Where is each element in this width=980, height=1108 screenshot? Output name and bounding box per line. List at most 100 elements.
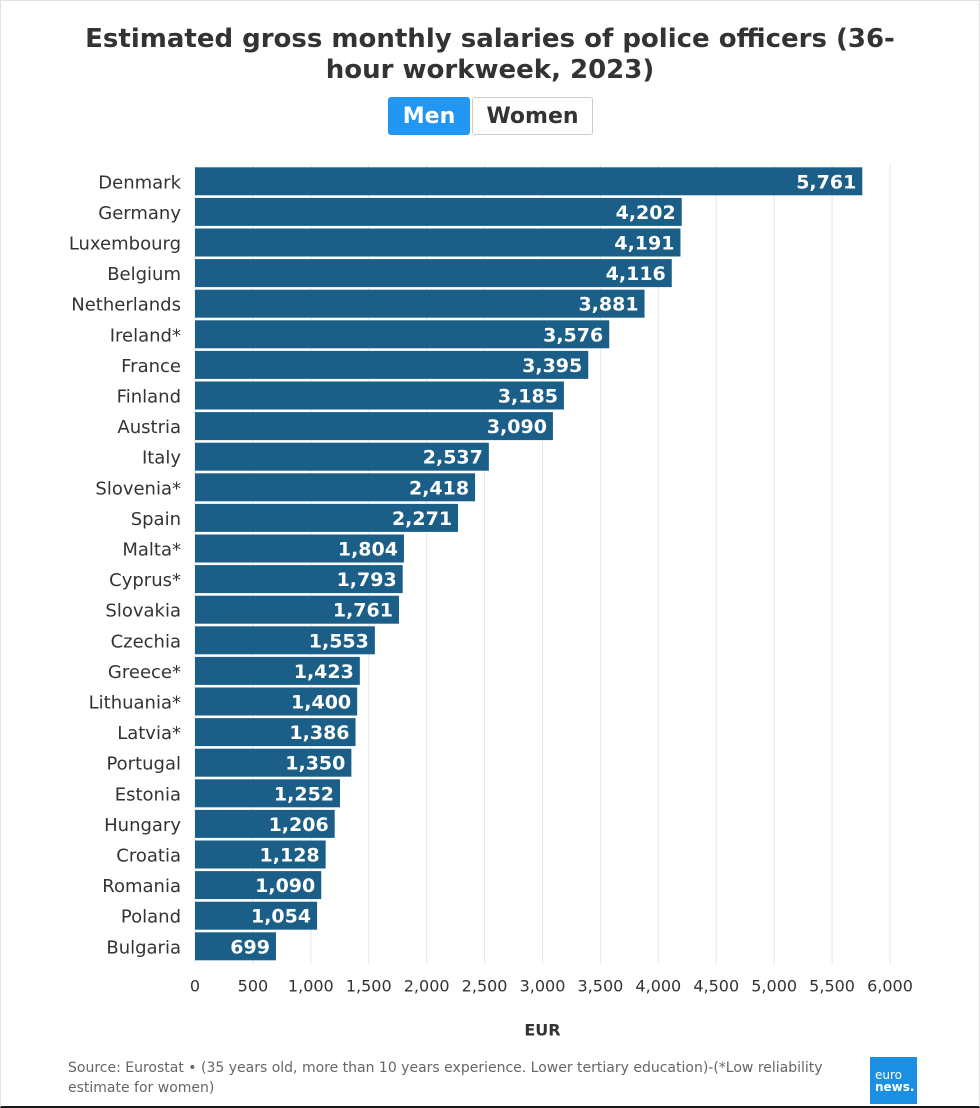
x-tick-label: 5,000 (751, 977, 797, 996)
bar (195, 748, 352, 777)
category-label: Bulgaria (106, 937, 181, 958)
x-tick-label: 4,500 (693, 977, 739, 996)
bar (195, 259, 672, 288)
x-tick-label: 1,000 (288, 977, 334, 996)
category-label: Greece* (108, 662, 181, 683)
value-label: 1,054 (251, 906, 311, 928)
value-label: 1,804 (338, 539, 398, 561)
category-label: Cyprus* (109, 570, 181, 591)
bar (195, 534, 404, 563)
category-label: Lithuania* (89, 693, 181, 714)
value-label: 3,090 (487, 416, 547, 438)
category-label: Croatia (116, 846, 181, 867)
value-label: 4,191 (614, 233, 674, 255)
bar (195, 687, 358, 716)
women-toggle-button[interactable]: Women (472, 97, 593, 135)
category-label: Czechia (111, 631, 181, 652)
category-label: Finland (117, 387, 181, 408)
category-label: Romania (102, 876, 181, 897)
value-label: 3,576 (543, 324, 603, 346)
logo-text-news: news. (875, 1079, 915, 1094)
x-tick-label: 2,000 (404, 977, 450, 996)
value-label: 3,881 (578, 294, 638, 316)
euronews-logo: euro news. (870, 1057, 917, 1104)
source-note: Source: Eurostat • (35 years old, more t… (68, 1060, 823, 1096)
category-label: Estonia (115, 784, 181, 805)
category-label: Germany (98, 203, 181, 224)
category-label: Slovakia (105, 601, 181, 622)
bar-chart: Denmark 5,761 Germany 4,202 Luxembourg 4,191 B… (69, 164, 913, 1040)
bar (195, 809, 335, 838)
bar (195, 503, 459, 532)
value-label: 1,252 (274, 783, 334, 805)
x-tick-label: 6,000 (867, 977, 913, 996)
category-label: Belgium (107, 264, 181, 285)
category-label: Spain (131, 509, 181, 530)
x-axis-title: EUR (524, 1021, 560, 1040)
x-tick-label: 500 (238, 977, 269, 996)
value-label: 1,400 (291, 692, 351, 714)
category-label: Poland (121, 907, 181, 928)
category-label: Latvia* (117, 723, 181, 744)
value-label: 5,761 (796, 171, 856, 193)
bar (195, 412, 553, 441)
category-label: Ireland* (110, 325, 181, 346)
gender-toggle: Men Women (388, 97, 593, 135)
bar (195, 565, 403, 594)
value-label: 1,553 (309, 630, 369, 652)
value-label: 1,423 (294, 661, 354, 683)
x-tick-label: 0 (190, 977, 200, 996)
x-tick-label: 5,500 (809, 977, 855, 996)
bar (195, 350, 589, 379)
value-label: 1,350 (285, 753, 345, 775)
bar (195, 228, 681, 257)
bar (195, 442, 489, 471)
category-label: Slovenia* (95, 478, 181, 499)
value-label: 3,395 (522, 355, 582, 377)
bar (195, 320, 610, 349)
bar (195, 626, 375, 655)
x-tick-label: 4,000 (635, 977, 681, 996)
bar (195, 595, 399, 624)
bar (195, 901, 318, 930)
x-tick-label: 3,000 (520, 977, 566, 996)
chart-title: Estimated gross monthly salaries of poli… (85, 24, 895, 85)
bar (195, 289, 645, 318)
category-label: Denmark (98, 172, 181, 193)
x-tick-label: 1,500 (346, 977, 392, 996)
value-label: 699 (230, 936, 270, 958)
bar (195, 779, 341, 808)
category-label: Netherlands (71, 295, 181, 316)
value-label: 1,090 (255, 875, 315, 897)
value-label: 4,202 (616, 202, 676, 224)
value-label: 2,271 (392, 508, 452, 530)
value-label: 1,793 (337, 569, 397, 591)
value-label: 1,761 (333, 600, 393, 622)
men-toggle-button[interactable]: Men (388, 97, 470, 135)
x-tick-label: 2,500 (462, 977, 508, 996)
bar (195, 656, 360, 685)
bar (195, 197, 682, 226)
category-label: Italy (142, 448, 181, 469)
category-label: Luxembourg (69, 234, 181, 255)
category-label: Malta* (122, 540, 181, 561)
bar (195, 932, 276, 961)
value-label: 1,386 (289, 722, 349, 744)
bar (195, 381, 564, 410)
value-label: 2,418 (409, 477, 469, 499)
category-label: France (121, 356, 181, 377)
value-label: 1,206 (269, 814, 329, 836)
category-label: Portugal (106, 754, 181, 775)
x-tick-label: 3,500 (578, 977, 624, 996)
bar (195, 718, 356, 747)
bar (195, 473, 476, 502)
logo-text-euro: euro (875, 1067, 902, 1082)
category-label: Hungary (104, 815, 181, 836)
category-label: Austria (117, 417, 181, 438)
value-label: 2,537 (423, 447, 483, 469)
value-label: 3,185 (498, 386, 558, 408)
bar (195, 167, 863, 196)
value-label: 4,116 (606, 263, 666, 285)
bar (195, 871, 322, 900)
bar (195, 840, 326, 869)
